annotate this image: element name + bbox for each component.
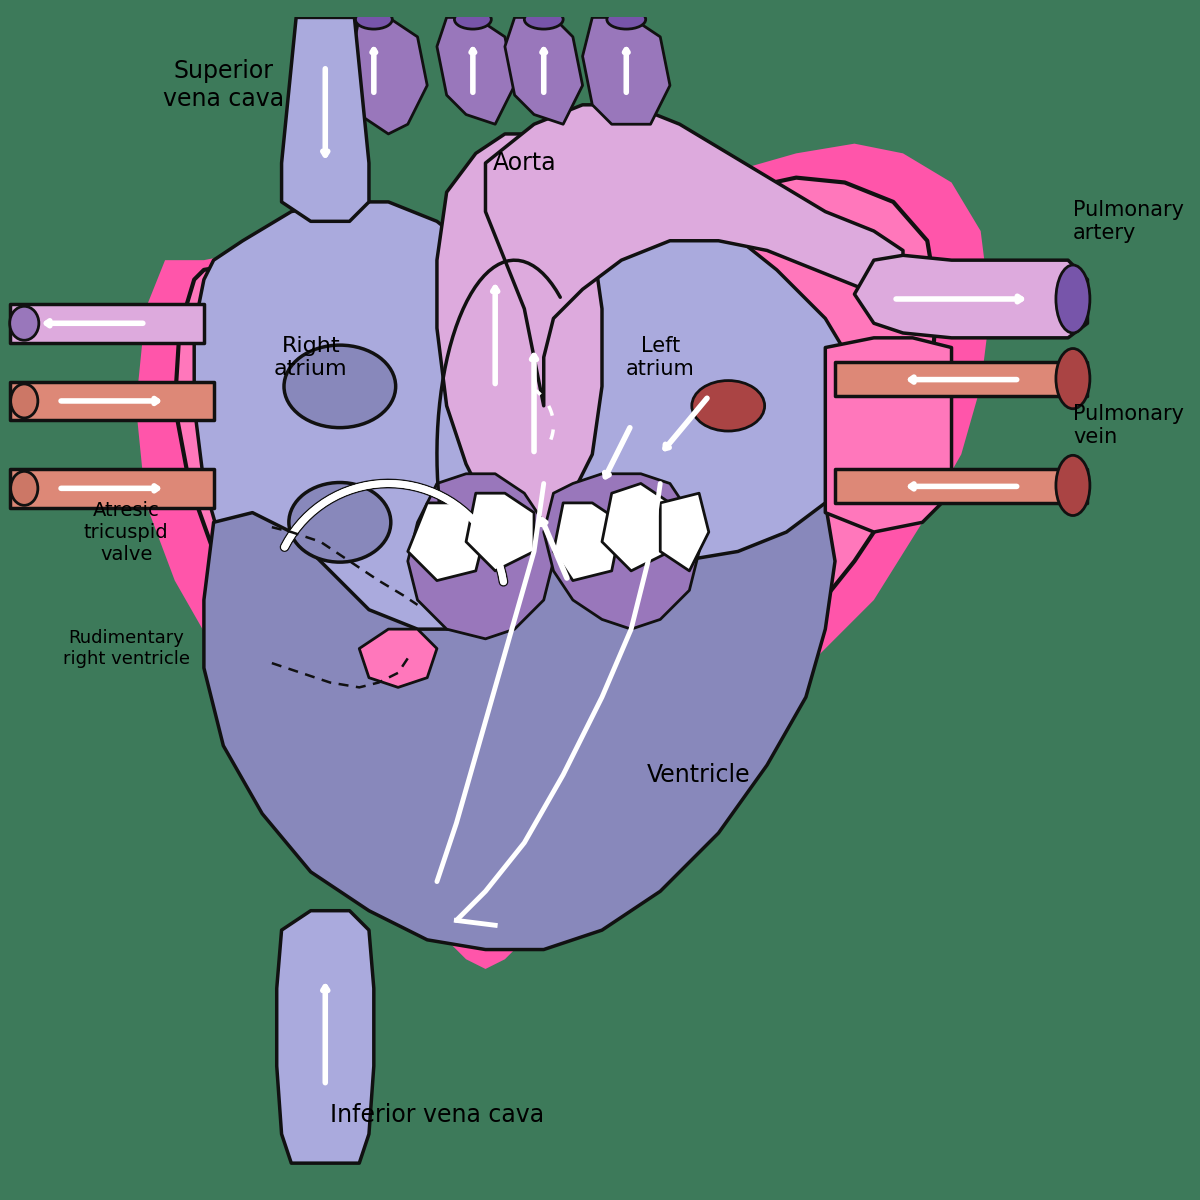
Polygon shape bbox=[10, 469, 214, 508]
Polygon shape bbox=[505, 18, 582, 125]
Polygon shape bbox=[563, 202, 864, 562]
Polygon shape bbox=[437, 18, 515, 125]
Ellipse shape bbox=[1056, 455, 1090, 516]
Ellipse shape bbox=[455, 10, 491, 29]
Ellipse shape bbox=[607, 10, 646, 29]
Polygon shape bbox=[466, 493, 534, 571]
Ellipse shape bbox=[524, 10, 563, 29]
Polygon shape bbox=[10, 382, 214, 420]
Ellipse shape bbox=[11, 384, 38, 418]
Polygon shape bbox=[359, 629, 437, 688]
Polygon shape bbox=[194, 202, 544, 659]
Text: Right
atrium: Right atrium bbox=[274, 336, 348, 379]
Polygon shape bbox=[10, 304, 204, 343]
Polygon shape bbox=[282, 18, 368, 221]
Polygon shape bbox=[408, 474, 553, 638]
Ellipse shape bbox=[1056, 348, 1090, 409]
Polygon shape bbox=[826, 338, 952, 532]
Text: Ventricle: Ventricle bbox=[647, 763, 751, 787]
Text: Left
atrium: Left atrium bbox=[626, 336, 695, 379]
Polygon shape bbox=[277, 911, 374, 1163]
Text: Inferior vena cava: Inferior vena cava bbox=[330, 1103, 544, 1127]
Ellipse shape bbox=[692, 380, 764, 431]
Polygon shape bbox=[582, 18, 670, 125]
Ellipse shape bbox=[355, 10, 392, 29]
Polygon shape bbox=[835, 469, 1087, 503]
Ellipse shape bbox=[284, 346, 396, 427]
Ellipse shape bbox=[289, 482, 391, 562]
Polygon shape bbox=[349, 18, 427, 134]
Polygon shape bbox=[602, 484, 670, 571]
Polygon shape bbox=[175, 178, 937, 940]
Text: Rudimentary
right ventricle: Rudimentary right ventricle bbox=[62, 629, 190, 668]
Text: Pulmonary
vein: Pulmonary vein bbox=[1073, 403, 1184, 446]
Text: Atresic
tricuspid
valve: Atresic tricuspid valve bbox=[84, 500, 168, 564]
Polygon shape bbox=[835, 362, 1087, 396]
Polygon shape bbox=[204, 415, 835, 949]
Polygon shape bbox=[544, 474, 700, 629]
Polygon shape bbox=[408, 503, 486, 581]
Polygon shape bbox=[660, 493, 709, 571]
Text: Pulmonary
artery: Pulmonary artery bbox=[1073, 199, 1184, 242]
Text: Superior
vena cava: Superior vena cava bbox=[163, 60, 284, 112]
Text: Aorta: Aorta bbox=[492, 151, 556, 175]
Polygon shape bbox=[553, 503, 622, 581]
Polygon shape bbox=[437, 134, 602, 532]
Ellipse shape bbox=[1056, 265, 1090, 332]
Polygon shape bbox=[486, 104, 902, 406]
Ellipse shape bbox=[11, 472, 38, 505]
Polygon shape bbox=[136, 144, 990, 968]
Ellipse shape bbox=[10, 306, 38, 341]
Polygon shape bbox=[854, 256, 1087, 338]
